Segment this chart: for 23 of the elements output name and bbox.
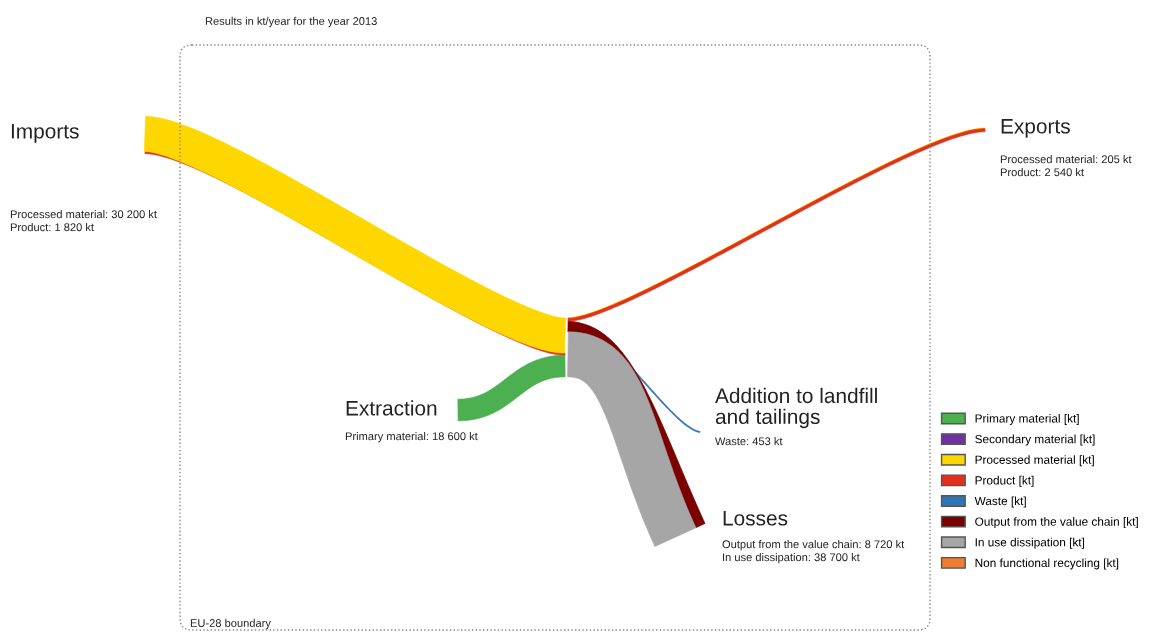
category-label: Exports: [1001, 119, 1070, 138]
text: EU-28 boundary: [190, 618, 271, 630]
data-label: Primary material: 18 600 kt: [345, 432, 478, 443]
data-label: Processed material: 30 200 kt: [10, 210, 157, 219]
category-label: Losses: [723, 511, 788, 526]
data-label: Product: 1 820 kt: [10, 223, 94, 232]
legend-label: Waste [kt]: [974, 496, 1026, 508]
category-label: Addition to landfill and tailings: [715, 387, 877, 429]
category-label: Extraction: [346, 400, 437, 416]
data-label: Waste: 453 kt: [715, 437, 783, 446]
data-label: Product: 2 540 kt: [1000, 168, 1084, 177]
legend-label: Processed material [kt]: [975, 455, 1094, 467]
legend-label: Non functional recycling [kt]: [975, 558, 1119, 570]
data-label: In use dissipation: 38 700 kt: [723, 553, 860, 564]
legend-label: Secondary material [kt]: [975, 434, 1095, 446]
data-label: Processed material: 205 kt: [1000, 155, 1132, 164]
legend-label: Product [kt]: [975, 475, 1034, 487]
legend-label: In use dissipation [kt]: [975, 537, 1085, 549]
category-label: Imports: [11, 124, 79, 143]
legend-label: Output from the value chain [kt]: [975, 517, 1138, 529]
text: Results in kt/year for the year 2013: [205, 16, 377, 28]
data-label: Output from the value chain: 8 720 kt: [722, 540, 905, 551]
legend-label: Primary material [kt]: [975, 413, 1079, 425]
